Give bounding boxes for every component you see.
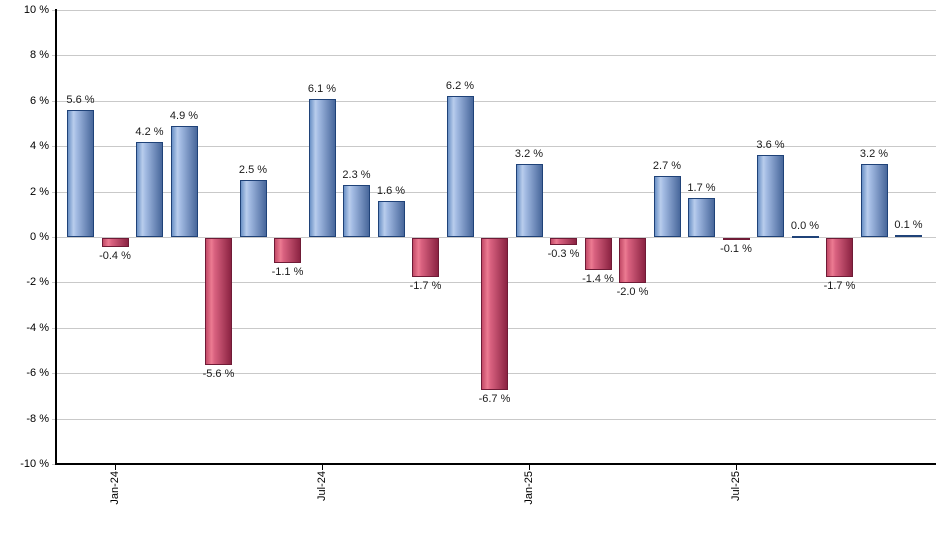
bar — [101, 238, 129, 248]
bar — [239, 180, 267, 237]
bar-value-label: 1.6 % — [376, 184, 406, 197]
bar — [343, 184, 370, 237]
x-axis-tick — [736, 464, 737, 470]
y-axis-tick-label: -4 % — [26, 321, 49, 334]
y-axis-tick-label: 6 % — [30, 94, 49, 107]
bar — [757, 155, 784, 237]
bar — [515, 164, 543, 237]
x-axis-tick — [115, 464, 116, 470]
bar — [688, 198, 715, 237]
bar-value-label: -0.3 % — [547, 247, 580, 260]
bar — [895, 234, 922, 237]
y-axis-tick-label: 4 % — [30, 140, 49, 153]
gridline--8pct — [52, 418, 936, 420]
bar — [274, 238, 301, 263]
bar — [136, 141, 163, 237]
gridline-4pct — [52, 146, 936, 148]
y-axis-tick-label: 8 % — [30, 49, 49, 62]
bar — [791, 235, 819, 238]
y-axis-tick-label: -10 % — [20, 458, 49, 470]
bar-value-label: -1.1 % — [271, 265, 304, 278]
y-axis-tick-label: -2 % — [26, 276, 49, 289]
bar-value-label: 0.1 % — [894, 218, 923, 231]
bar — [619, 238, 646, 284]
bar-value-label: 4.2 % — [135, 125, 164, 138]
bar — [550, 238, 577, 245]
bar — [170, 125, 198, 237]
bar-value-label: 0.0 % — [790, 219, 820, 232]
y-axis-tick-label: -8 % — [26, 412, 49, 425]
y-axis — [55, 9, 57, 465]
gridline-0pct — [52, 237, 936, 238]
y-axis-tick-label: -6 % — [26, 367, 49, 380]
x-axis-tick-label: Jan-24 — [109, 471, 121, 505]
gridline-8pct — [52, 55, 936, 57]
bar-value-label: -2.0 % — [616, 286, 649, 299]
bar — [860, 164, 888, 237]
bar — [308, 98, 336, 237]
x-axis-tick-label: Jan-25 — [523, 471, 535, 505]
x-axis — [55, 463, 936, 465]
bar-value-label: -5.6 % — [202, 368, 235, 381]
bar-value-label: 2.3 % — [342, 168, 371, 181]
bar-value-label: -0.4 % — [99, 250, 131, 263]
gridline-10pct — [52, 10, 936, 11]
bar — [653, 175, 681, 237]
bar — [722, 238, 750, 241]
bar-value-label: 5.6 % — [66, 93, 95, 106]
bar-value-label: -1.4 % — [582, 272, 614, 285]
bar — [584, 238, 612, 270]
bar-value-label: 4.9 % — [169, 109, 199, 122]
gridline--10pct — [52, 464, 936, 465]
bar-value-label: -0.1 % — [720, 243, 752, 256]
bar-value-label: 1.7 % — [687, 182, 716, 195]
bar-value-label: 6.1 % — [307, 82, 337, 95]
x-axis-tick — [322, 464, 323, 470]
x-axis-tick-label: Jul-25 — [730, 471, 742, 501]
gridline-6pct — [52, 100, 936, 102]
bar-value-label: 3.2 % — [514, 148, 544, 161]
bar — [446, 96, 474, 237]
bar-value-label: 3.6 % — [756, 139, 785, 152]
bar — [412, 238, 439, 277]
bar-value-label: -1.7 % — [409, 279, 442, 292]
bar-value-label: 3.2 % — [859, 148, 889, 161]
bar — [481, 238, 508, 391]
bar-value-label: 2.5 % — [238, 164, 268, 177]
gridline-2pct — [52, 191, 936, 193]
y-axis-tick-label: 0 % — [30, 231, 49, 243]
bar-value-label: 6.2 % — [445, 80, 475, 93]
bar-value-label: -6.7 % — [478, 393, 511, 406]
y-axis-tick-label: 10 % — [23, 4, 49, 16]
y-axis-tick-label: 2 % — [30, 185, 49, 198]
bar-value-label: -1.7 % — [823, 279, 856, 292]
bar — [67, 109, 94, 237]
bar — [205, 238, 232, 366]
x-axis-tick-label: Jul-24 — [316, 471, 328, 501]
x-axis-tick — [529, 464, 530, 470]
bar — [826, 238, 853, 277]
bar-value-label: 2.7 % — [652, 159, 682, 172]
bar — [377, 200, 405, 237]
